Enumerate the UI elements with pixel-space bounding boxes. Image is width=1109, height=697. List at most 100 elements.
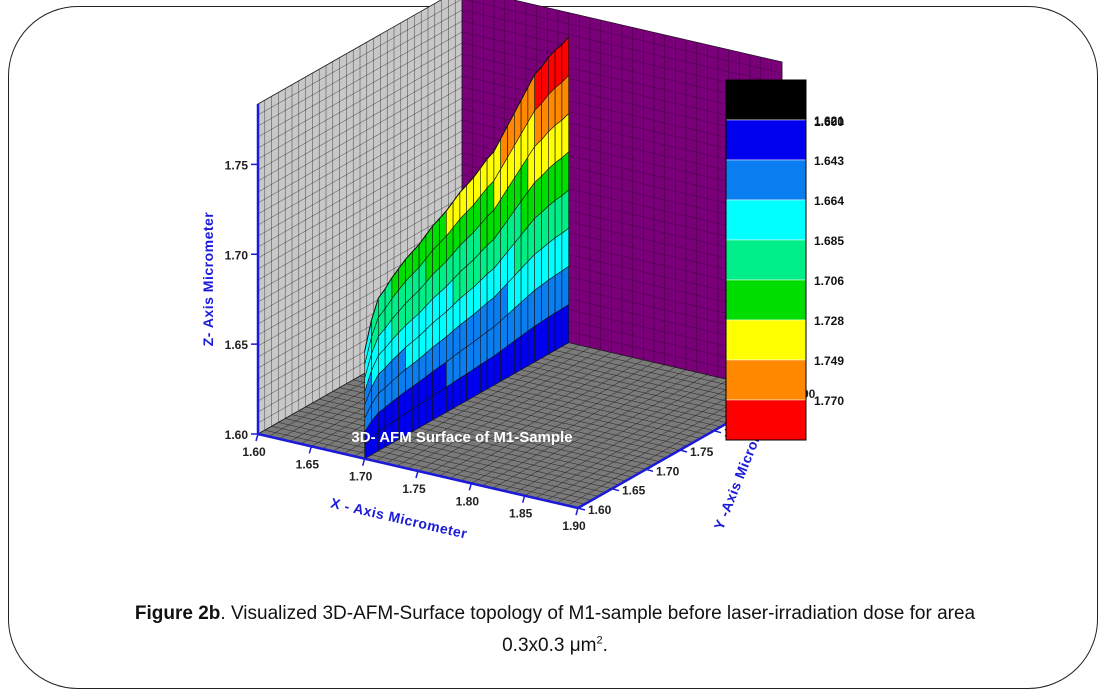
- surface-cell: [541, 316, 549, 359]
- surface-ridge-line: [364, 36, 570, 351]
- surface-cell: [554, 43, 563, 89]
- surface-cell: [554, 308, 563, 351]
- side-wall-grid-line: [257, 31, 463, 149]
- colorbar-label: 1.664: [814, 194, 844, 208]
- chart-title: 3D- AFM Surface of M1-Sample: [351, 429, 572, 446]
- side-wall-grid-line: [257, 9, 463, 127]
- surface-cell: [561, 112, 570, 159]
- surface-cell: [432, 390, 440, 421]
- surface-cell: [459, 346, 468, 379]
- x-tick-label: 1.90: [562, 519, 586, 533]
- y-tick-mark: [611, 487, 620, 492]
- colorbar-label: 1.600: [814, 115, 844, 129]
- surface-cell: [534, 284, 542, 327]
- x-tick-label: 1.65: [296, 457, 320, 471]
- y-tick-mark: [645, 468, 654, 473]
- floor-grid-line: [535, 381, 740, 499]
- colorbar-swatch: [725, 359, 807, 401]
- surface-cell: [547, 162, 556, 207]
- caption-line-2: 0.3x0.3 μm2.: [60, 630, 1050, 662]
- z-tick-label: 1.60: [225, 428, 249, 442]
- back-wall-grid-line: [461, 9, 783, 85]
- surface-cell: [534, 321, 542, 363]
- surface-cell: [520, 295, 529, 337]
- colorbar-swatch: [725, 119, 807, 161]
- x-tick-mark: [361, 458, 366, 466]
- surface-cell: [534, 139, 542, 183]
- surface-cell: [486, 267, 495, 304]
- colorbar-swatch: [725, 239, 807, 281]
- z-tick-label: 1.75: [225, 158, 249, 172]
- surface-cell: [507, 340, 515, 379]
- surface-cell: [554, 195, 563, 239]
- colorbar-label: 1.685: [814, 234, 844, 248]
- side-wall-grid-line: [257, 0, 442, 105]
- x-tick-mark: [415, 470, 419, 479]
- y-tick-label: 1.70: [656, 464, 680, 478]
- surface-cell: [554, 232, 563, 276]
- colorbar-border: [725, 79, 807, 441]
- surface-cell: [547, 237, 556, 281]
- surface-cell: [513, 301, 522, 342]
- surface-cell: [541, 279, 549, 323]
- surface-cell: [513, 335, 522, 375]
- surface-cell: [459, 373, 468, 406]
- caption-end: .: [602, 635, 608, 656]
- surface-cell: [445, 382, 454, 413]
- y-tick-mark: [679, 449, 688, 453]
- surface-cell: [486, 326, 495, 361]
- surface-cell: [534, 211, 542, 255]
- colorbar-label: 1.621: [814, 114, 844, 128]
- x-tick-mark: [255, 433, 259, 442]
- surface-cell: [466, 313, 474, 348]
- surface-cell: [541, 242, 549, 286]
- surface-cell: [486, 296, 495, 333]
- x-tick-mark: [521, 495, 526, 503]
- surface-cell: [541, 205, 549, 250]
- surface-cell: [534, 175, 542, 219]
- back-wall-grid-line: [513, 0, 783, 63]
- x-tick-label: 1.75: [402, 482, 426, 496]
- x-tick-label: 1.60: [242, 445, 266, 459]
- colorbar-label: 1.643: [814, 154, 844, 168]
- surface-cell: [479, 359, 488, 394]
- surface-cell: [547, 199, 556, 244]
- surface-cell: [554, 157, 563, 201]
- colorbar-label: 1.770: [814, 394, 844, 408]
- surface-cell: [520, 330, 529, 371]
- colorbar-swatch: [725, 279, 807, 321]
- figure-border: [8, 6, 1098, 689]
- surface-cell: [452, 377, 461, 409]
- x-tick-mark: [468, 483, 473, 491]
- surface-cell: [547, 124, 556, 170]
- surface-cell: [561, 265, 570, 310]
- z-tick-label: 1.65: [225, 338, 249, 352]
- colorbar-swatch: [725, 159, 807, 201]
- colorbar-swatch: [725, 399, 807, 441]
- floor-grid-line: [545, 384, 751, 501]
- surface-cell: [561, 303, 570, 348]
- surface-cell: [466, 368, 474, 402]
- x-tick-label: 1.80: [456, 494, 480, 508]
- colorbar-label: 1.749: [814, 354, 844, 368]
- surface-cell: [466, 341, 474, 375]
- surface-cell: [547, 87, 556, 133]
- x-axis-label: X - Axis Micrometer: [329, 495, 469, 542]
- back-wall-grid-line: [465, 0, 783, 74]
- y-tick-label: 1.60: [588, 503, 612, 517]
- side-wall-grid-line: [257, 20, 463, 138]
- caption-label: Figure 2b: [134, 603, 221, 624]
- surface-cell: [486, 355, 495, 390]
- surface-cell: [554, 270, 563, 314]
- colorbar-label: 1.728: [814, 314, 844, 328]
- caption-text: . Visualized 3D-AFM-Surface topology of …: [220, 603, 976, 624]
- surface-cell: [561, 151, 570, 197]
- surface-cell: [411, 404, 420, 433]
- caption-line-1: Figure 2b. Visualized 3D-AFM-Surface top…: [60, 598, 1050, 630]
- colorbar-swatch: [725, 319, 807, 361]
- surface-cell: [439, 386, 447, 417]
- x-tick-mark: [308, 446, 313, 454]
- surface-cell: [561, 227, 570, 272]
- colorbar-swatch: [725, 199, 807, 241]
